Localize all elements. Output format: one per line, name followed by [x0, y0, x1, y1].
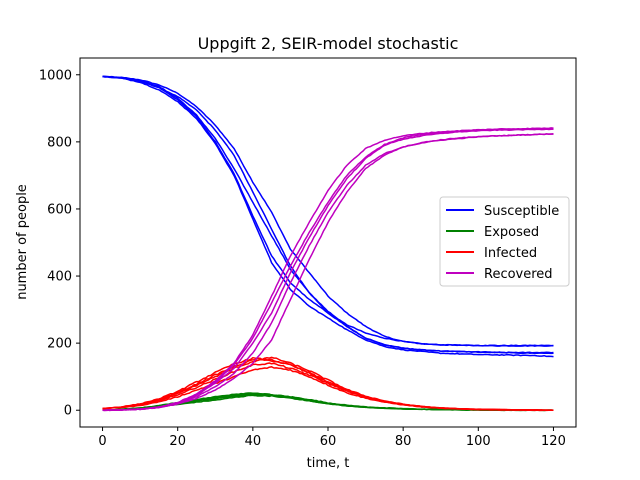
y-axis-label: number of people [15, 184, 30, 300]
x-tick-label: 0 [98, 434, 106, 449]
x-axis-label: time, t [307, 456, 350, 471]
legend: Susceptible Exposed Infected Recovered [439, 196, 570, 287]
legend-label-susceptible: Susceptible [484, 204, 559, 219]
series-line-recovered-run-5 [102, 127, 554, 412]
x-tick-label: 80 [395, 434, 412, 449]
series-line-susceptible-run-5 [102, 75, 554, 358]
y-tick-label: 0 [64, 404, 72, 419]
series-line-infected-run-5 [102, 356, 554, 412]
x-tick-label: 20 [169, 434, 186, 449]
series-line-susceptible-run-4 [102, 75, 554, 354]
x-axis: 0 20 40 60 80 100 120 [98, 427, 566, 449]
y-tick-label: 800 [47, 135, 72, 150]
x-tick-label: 100 [466, 434, 491, 449]
x-tick-label: 60 [320, 434, 337, 449]
y-tick-label: 600 [47, 202, 72, 217]
plot-area [102, 75, 554, 412]
x-tick-label: 40 [245, 434, 262, 449]
y-tick-label: 400 [47, 270, 72, 285]
series-line-susceptible-run-3 [102, 75, 554, 355]
legend-label-recovered: Recovered [484, 267, 553, 282]
y-axis: 0 200 400 600 800 1000 [39, 68, 80, 419]
legend-box [439, 196, 570, 287]
legend-label-infected: Infected [484, 246, 537, 261]
y-tick-label: 200 [47, 337, 72, 352]
x-tick-label: 120 [541, 434, 566, 449]
chart-title: Uppgift 2, SEIR-model stochastic [198, 34, 459, 53]
legend-label-exposed: Exposed [484, 225, 539, 240]
y-tick-label: 1000 [39, 68, 72, 83]
